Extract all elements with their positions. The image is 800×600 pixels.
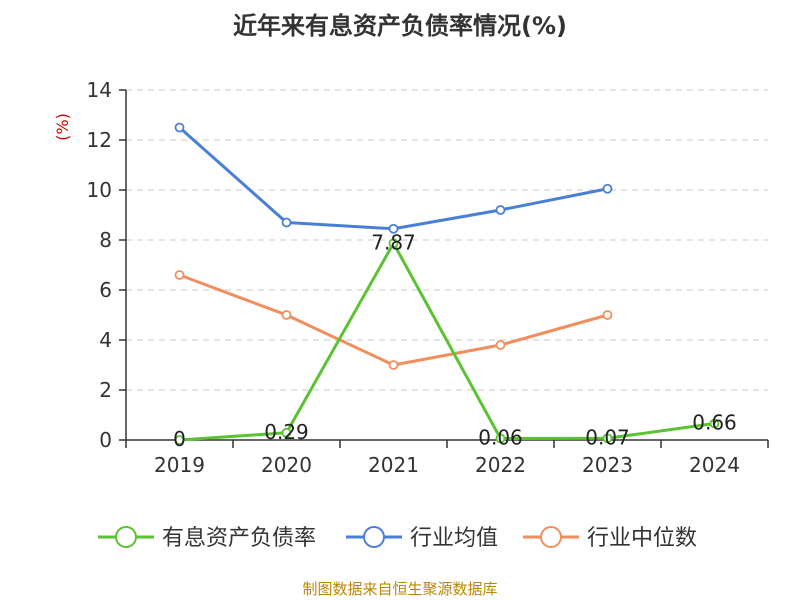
y-tick-label-6: 6	[99, 278, 112, 302]
legend-item-2[interactable]: 行业中位数	[523, 526, 697, 551]
y-tick-label-2: 2	[99, 378, 112, 402]
data-label-2020: 0.29	[264, 420, 309, 444]
series-line-0	[179, 241, 715, 442]
data-labels: 0 0.29 7.87 0.06 0.07 0.66	[173, 230, 737, 451]
series-0-point-2019	[174, 435, 185, 445]
legend-marker-2	[540, 526, 562, 548]
legend-label-1: 行业均值	[410, 526, 498, 551]
axes: 0 2 4 6 8 10 12 14 2019 2020 2021 2022 2023 2024	[87, 78, 769, 477]
y-tick-label-8: 8	[99, 228, 112, 252]
y-tick-label-4: 4	[99, 328, 112, 352]
legend-item-0[interactable]: 有息资产负债率	[98, 526, 316, 551]
data-label-2019: 0	[173, 427, 186, 451]
series-0-point-2023	[602, 433, 613, 444]
series-0-point-2020	[281, 427, 292, 438]
series-group	[174, 122, 720, 445]
y-tick-label-14: 14	[87, 78, 112, 102]
y-tick-label-12: 12	[87, 128, 112, 152]
series-1-point-2023	[602, 183, 613, 194]
x-tick-label-2021: 2021	[368, 453, 419, 477]
data-label-2024: 0.66	[692, 411, 737, 435]
series-0-point-2021	[388, 238, 399, 249]
legend-item-1[interactable]: 行业均值	[346, 526, 498, 551]
legend-label-2: 行业中位数	[587, 526, 697, 551]
series-2-point-2023	[602, 310, 613, 320]
series-2-point-2020	[281, 310, 292, 320]
y-tick-label-10: 10	[87, 178, 112, 202]
series-1-point-2020	[281, 217, 292, 228]
series-2-point-2019	[174, 270, 185, 280]
x-tick-label-2024: 2024	[689, 453, 740, 477]
x-tick-label-2019: 2019	[154, 453, 205, 477]
x-tick-label-2022: 2022	[475, 453, 526, 477]
y-axis-label: (%)	[53, 113, 72, 141]
series-1-point-2021	[388, 223, 399, 234]
legend-label-0: 有息资产负债率	[162, 526, 316, 551]
series-0-point-2024	[709, 418, 720, 429]
source-note: 制图数据来自恒生聚源数据库	[302, 580, 497, 598]
series-2-point-2021	[388, 360, 399, 370]
series-1-point-2019	[174, 122, 185, 133]
series-0-point-2022	[495, 433, 506, 444]
data-label-2022: 0.06	[478, 426, 523, 450]
series-line-2	[178, 273, 608, 367]
series-2-point-2022	[495, 340, 506, 350]
legend-marker-1	[363, 526, 385, 548]
series-1-point-2022	[495, 205, 506, 215]
x-tick-label-2023: 2023	[582, 453, 633, 477]
chart-title: 近年来有息资产负债率情况(%)	[233, 12, 567, 40]
x-tick-label-2020: 2020	[261, 453, 312, 477]
series-line-1	[178, 126, 608, 231]
legend[interactable]: 有息资产负债率 行业均值 行业中位数	[98, 526, 697, 551]
legend-marker-0	[115, 526, 137, 548]
gridlines	[126, 89, 768, 391]
data-label-2021: 7.87	[371, 230, 416, 254]
data-label-2023: 0.07	[585, 425, 630, 449]
y-tick-label-0: 0	[99, 428, 112, 452]
